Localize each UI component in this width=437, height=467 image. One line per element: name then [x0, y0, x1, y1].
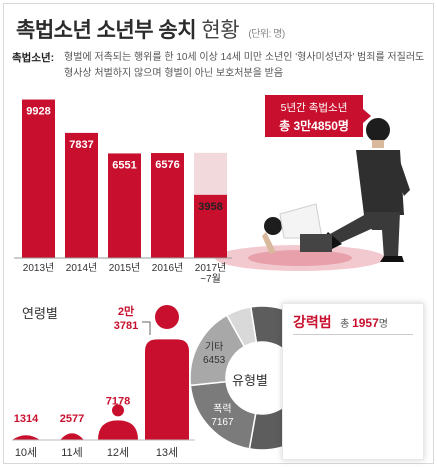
year-bar	[194, 194, 227, 258]
age-bar	[60, 433, 84, 440]
title-main: 촉법소년 소년부 송치	[16, 19, 197, 42]
title-light: 현황	[201, 19, 240, 42]
callout-line2: 총 3만4850명	[279, 119, 349, 133]
year-tick-label: 2015년	[109, 262, 140, 274]
page-title: 촉법소년 소년부 송치 현황 (단위: 명)	[16, 14, 285, 44]
illustration	[215, 118, 410, 271]
year-bar	[65, 132, 98, 258]
floor-shadow-inner	[248, 250, 352, 266]
year-bar-chart: 9928 2013년 7837 2014년 6551 2015년 6576 2016년 3958…	[14, 99, 232, 285]
age-tick-label: 13세	[156, 446, 178, 459]
year-bar-label: 7837	[69, 139, 93, 151]
callout-pointer	[363, 109, 371, 123]
violent-crime-box: 강력범 총 1957명	[282, 303, 424, 460]
year-tick-label: 2014년	[66, 262, 97, 274]
definition-text: 형벌에 저촉되는 행위를 한 10세 이상 14세 미만 소년인 '형사미성년자…	[64, 52, 425, 79]
age-bar	[98, 420, 138, 440]
age-bar-chart: 1314 10세 2577 11세 7178 12세 2만 3781 13세	[12, 304, 195, 459]
year-tick-label: 2013년	[23, 262, 54, 274]
age-value-label: 3781	[114, 320, 138, 332]
age-bar	[12, 435, 40, 440]
age-value-label: 2577	[60, 413, 84, 425]
unit-note: (단위: 명)	[248, 29, 285, 40]
violent-box-title: 강력범	[293, 314, 332, 330]
violent-box-header: 강력범 총 1957명	[293, 312, 388, 332]
donut-value-label: 6453	[203, 355, 226, 366]
person-silhouette	[155, 305, 179, 329]
age-bar	[145, 339, 189, 440]
age-tick-label: 11세	[61, 446, 83, 459]
total-value: 1957	[352, 316, 379, 330]
violent-box-divider	[293, 334, 413, 335]
age-leader-line	[142, 321, 151, 335]
year-tick-label: ~7월	[200, 273, 221, 285]
donut-slice	[189, 380, 257, 450]
total-suffix: 명	[378, 319, 388, 330]
year-bar	[22, 99, 55, 258]
age-value-label: 1314	[14, 413, 39, 425]
crouching-figure	[262, 203, 332, 254]
year-bar-label: 6551	[112, 159, 136, 171]
year-bar-ghost	[194, 152, 227, 195]
total-prefix: 총	[340, 319, 350, 330]
callout-line1: 5년간 촉법소년	[280, 102, 348, 114]
donut-value-label: 7167	[211, 417, 234, 428]
year-bar	[151, 153, 184, 258]
year-bar-label: 6576	[155, 159, 179, 171]
age-tick-label: 12세	[107, 446, 129, 459]
age-value-label: 2만	[118, 304, 134, 318]
definition-term: 촉법소년:	[12, 52, 55, 64]
year-tick-label: 2016년	[152, 262, 183, 274]
kicking-figure	[322, 118, 410, 262]
age-chart-title: 연령별	[22, 306, 58, 321]
year-bar-label: 9928	[26, 106, 50, 118]
year-bar-label: 3958	[198, 201, 222, 213]
donut-cat-label: 기타	[205, 341, 223, 353]
age-tick-label: 10세	[15, 446, 37, 459]
type-chart-title: 유형별	[232, 373, 268, 388]
year-tick-label: 2017년	[195, 262, 226, 274]
year-bar	[108, 153, 141, 258]
donut-slice	[225, 306, 258, 348]
violent-box-total: 총 1957명	[340, 316, 388, 330]
age-value-label: 7178	[106, 395, 130, 407]
donut-cat-label: 폭력	[213, 403, 231, 415]
age-head	[112, 404, 124, 417]
total-callout: 5년간 촉법소년 총 3만4850명	[265, 95, 371, 137]
